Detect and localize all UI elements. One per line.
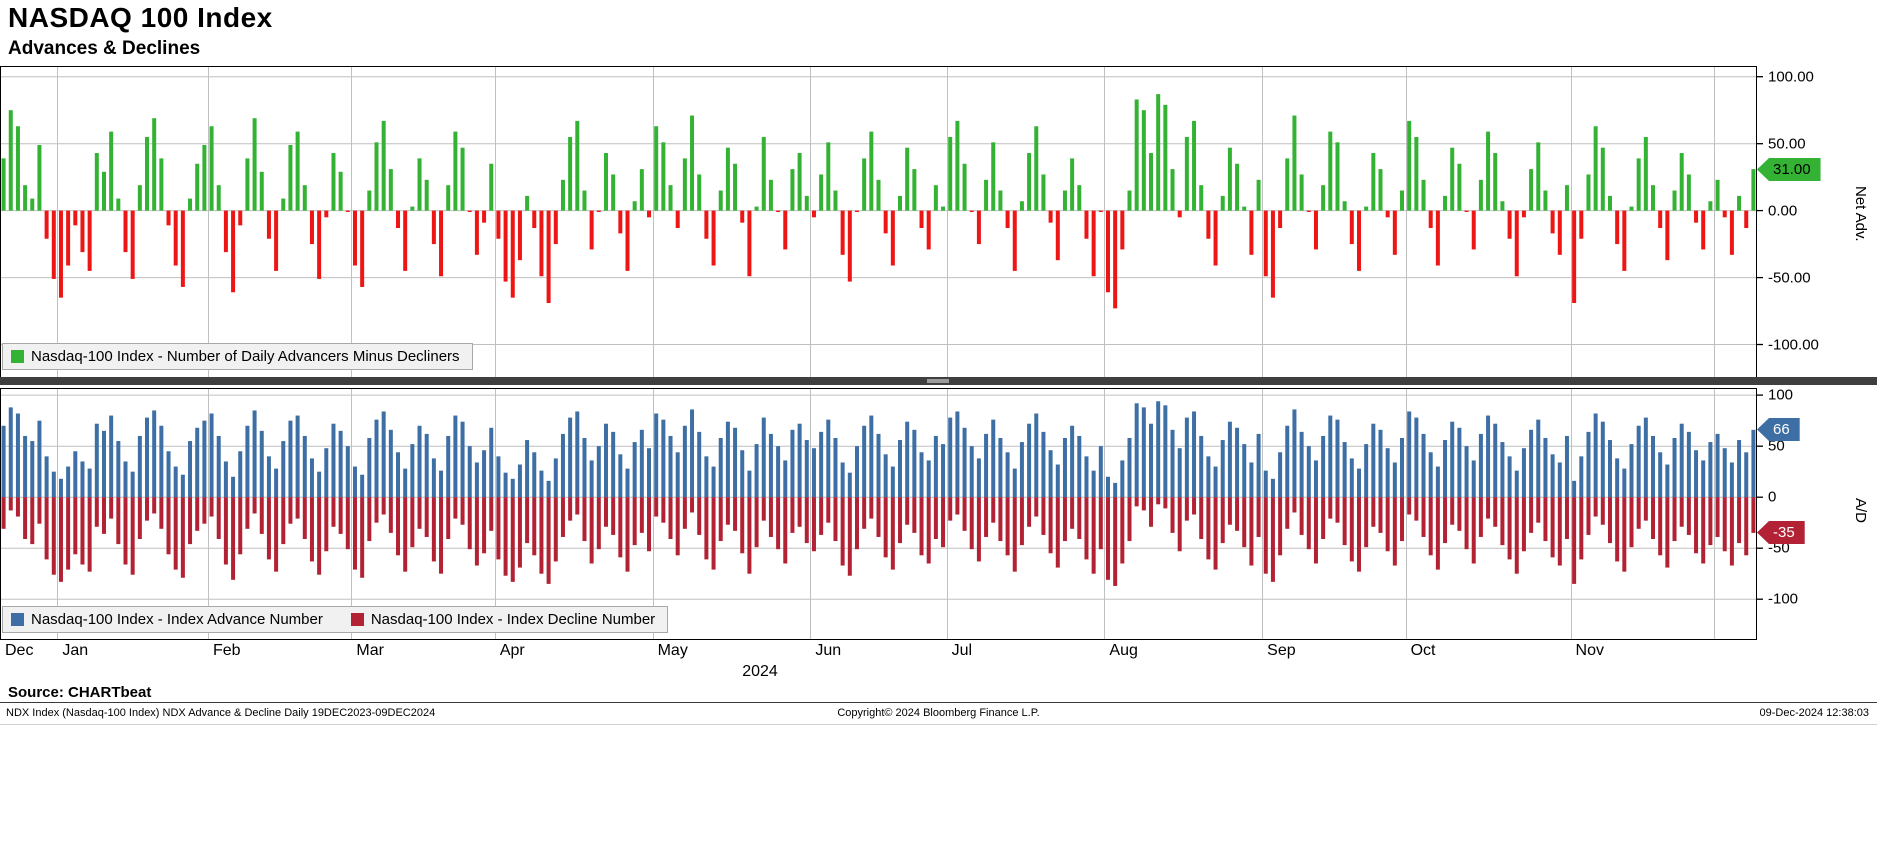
source-line: Source: CHARTbeat (8, 684, 152, 701)
net-advances-chart-canvas[interactable] (0, 66, 1764, 378)
x-axis-month-label: Nov (1575, 642, 1604, 659)
y-axis-tick-label: 100.00 (1768, 68, 1814, 86)
x-axis-month-label: Apr (499, 642, 525, 659)
legend-advance-decline: Nasdaq-100 Index - Index Advance Number … (2, 606, 669, 633)
legend-item-net-advances[interactable]: Nasdaq-100 Index - Number of Daily Advan… (11, 348, 460, 365)
y-axis-tick-label: 0.00 (1768, 202, 1798, 220)
grip-icon (927, 379, 949, 383)
x-axis-month-label: Sep (1267, 642, 1296, 659)
legend-label: Nasdaq-100 Index - Number of Daily Advan… (31, 348, 460, 365)
y-axis-tick-label: 100 (1768, 386, 1794, 404)
last-value-badge-advance: 66 (1757, 418, 1800, 441)
pane-resize-handle[interactable] (0, 377, 1877, 385)
net-adv-axis-title: Net Adv. (1852, 186, 1869, 242)
legend-item-decline[interactable]: Nasdaq-100 Index - Index Decline Number (350, 611, 656, 628)
x-axis-month-label: Jan (62, 642, 89, 659)
x-axis-month-label: Oct (1410, 642, 1436, 659)
footer-description: NDX Index (Nasdaq-100 Index) NDX Advance… (6, 707, 436, 719)
last-value-badge-net-adv: 31.00 (1757, 158, 1821, 181)
y-axis-tick-label: 0 (1768, 488, 1777, 506)
y-axis-tick-label: 50.00 (1768, 135, 1806, 153)
last-value-badge-decline: -35 (1757, 521, 1805, 544)
x-axis-month-label: Jun (815, 642, 842, 659)
footer-timestamp: 09-Dec-2024 12:38:03 (1759, 707, 1869, 719)
legend-label: Nasdaq-100 Index - Index Advance Number (31, 611, 323, 628)
y-axis-tick-label: -50.00 (1768, 269, 1811, 287)
footer-strip: Copyright© 2024 Bloomberg Finance L.P. N… (0, 702, 1877, 725)
advance-decline-chart-canvas[interactable] (0, 388, 1764, 640)
x-axis-month-label: Aug (1109, 642, 1138, 659)
x-axis-month-label: Jul (951, 642, 973, 659)
x-axis-month-label: Feb (212, 642, 241, 659)
y-axis-labels: 100.00 50.00 0.00 -50.00 -100.00 100 50 0 -50 -10… (1768, 0, 1858, 859)
x-axis-month-label: May (657, 642, 688, 659)
red-series-swatch-icon (350, 613, 364, 626)
y-axis-tick-label: 50 (1768, 437, 1785, 455)
y-axis-tick-label: -100 (1768, 590, 1799, 608)
legend-net-advances: Nasdaq-100 Index - Number of Daily Advan… (2, 343, 473, 370)
x-axis-month-label: Mar (356, 642, 384, 659)
ad-axis-title: A/D (1852, 498, 1869, 524)
page-title: NASDAQ 100 Index (8, 2, 273, 33)
footer-copyright: Copyright© 2024 Bloomberg Finance L.P. (837, 707, 1040, 719)
x-axis-month-labels: Dec Jan Feb Mar Apr May Jun Jul Aug Sep Oct Nov (0, 642, 1764, 660)
legend-item-advance[interactable]: Nasdaq-100 Index - Index Advance Number (11, 611, 323, 628)
x-axis-year-label: 2024 (742, 663, 778, 680)
x-axis-month-label: Dec (5, 642, 34, 659)
blue-series-swatch-icon (11, 613, 24, 626)
legend-label: Nasdaq-100 Index - Index Decline Number (370, 611, 656, 628)
green-series-swatch-icon (11, 350, 24, 363)
page-subtitle: Advances & Declines (8, 38, 201, 59)
y-axis-tick-label: -100.00 (1768, 336, 1819, 354)
